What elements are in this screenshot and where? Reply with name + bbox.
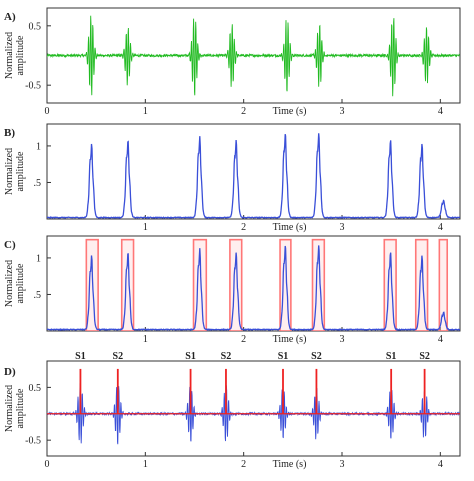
segment-box <box>229 238 243 331</box>
plot-area <box>47 238 460 331</box>
panel-label: C) <box>4 239 16 251</box>
x-tick-label: 2 <box>241 334 246 345</box>
y-tick-label: 0.5 <box>29 383 42 394</box>
event-label-s1: S1 <box>75 351 86 362</box>
y-tick-label: 0.5 <box>29 21 42 32</box>
x-tick-label: 3 <box>340 459 345 470</box>
y-tick-label: 1 <box>36 253 41 264</box>
y-axis-label: Normalized <box>4 260 15 307</box>
panel-label: D) <box>4 366 16 378</box>
event-label-s1: S1 <box>386 351 397 362</box>
x-tick-label: 4 <box>438 222 443 233</box>
y-axis-label: Normalized <box>4 385 15 432</box>
segment-box <box>120 238 135 331</box>
x-tick-label: 3 <box>340 106 345 117</box>
x-tick-label: 1 <box>143 106 148 117</box>
panel-label: A) <box>4 11 16 23</box>
x-tick-label: 4 <box>438 459 443 470</box>
x-tick-label: 0 <box>45 106 50 117</box>
event-label-s2: S2 <box>113 351 124 362</box>
panel-1: A) Normalized amplitude 0 1 2 3 4 0.5 -0.5 Time (s… <box>4 7 461 117</box>
envelope-line <box>47 133 460 219</box>
x-tick-label: 4 <box>438 106 443 117</box>
y-tick-label: -0.5 <box>25 81 41 92</box>
x-tick-label: 1 <box>143 222 148 233</box>
y-tick-label: -0.5 <box>25 436 41 447</box>
panel-2: B) Normalized amplitude 1 2 3 4 .5 1 Time (s) <box>4 123 461 233</box>
plot-frame <box>46 235 461 332</box>
y-axis-label: amplitude <box>15 35 26 76</box>
envelope-line <box>47 245 460 331</box>
segment-box <box>414 238 429 331</box>
event-label-s2: S2 <box>419 351 430 362</box>
panel-3: C) Normalized amplitude 1 2 3 4 .5 1 Time (s) <box>4 235 461 345</box>
x-tick-label: 1 <box>143 459 148 470</box>
panel-label: B) <box>4 127 15 139</box>
y-axis-label: amplitude <box>15 388 26 429</box>
segment-box <box>279 238 292 331</box>
plot-frame <box>46 123 461 220</box>
x-tick-label: 1 <box>143 334 148 345</box>
plot-area <box>47 133 460 219</box>
event-label-s1: S1 <box>185 351 196 362</box>
y-axis-label: Normalized <box>4 32 15 79</box>
x-tick-label: 2 <box>241 459 246 470</box>
y-tick-label: .5 <box>34 178 42 189</box>
x-axis-label: Time (s) <box>273 106 307 117</box>
x-tick-label: 2 <box>241 222 246 233</box>
y-tick-label: .5 <box>34 290 42 301</box>
event-label-s2: S2 <box>221 351 232 362</box>
segment-box <box>438 238 449 331</box>
y-axis-label: amplitude <box>15 151 26 192</box>
signal-line <box>47 15 460 97</box>
x-axis-label: Time (s) <box>273 459 307 470</box>
y-tick-label: 1 <box>36 141 41 152</box>
plot-area <box>47 368 460 445</box>
x-tick-label: 0 <box>45 459 50 470</box>
segment-box <box>383 238 397 331</box>
x-axis-label: Time (s) <box>273 334 307 345</box>
x-axis-label: Time (s) <box>273 222 307 233</box>
x-tick-label: 4 <box>438 334 443 345</box>
panel-4: D) Normalized amplitude 0 1 2 3 4 0.5 -0.5 Time (s… <box>4 351 461 470</box>
plot-frame <box>46 360 461 457</box>
y-axis-label: amplitude <box>15 263 26 304</box>
x-tick-label: 2 <box>241 106 246 117</box>
x-tick-label: 3 <box>340 334 345 345</box>
segment-box <box>311 238 326 331</box>
y-axis-label: Normalized <box>4 148 15 195</box>
event-label-s1: S1 <box>278 351 289 362</box>
event-label-s2: S2 <box>311 351 322 362</box>
x-tick-label: 3 <box>340 222 345 233</box>
plot-area <box>47 15 460 97</box>
